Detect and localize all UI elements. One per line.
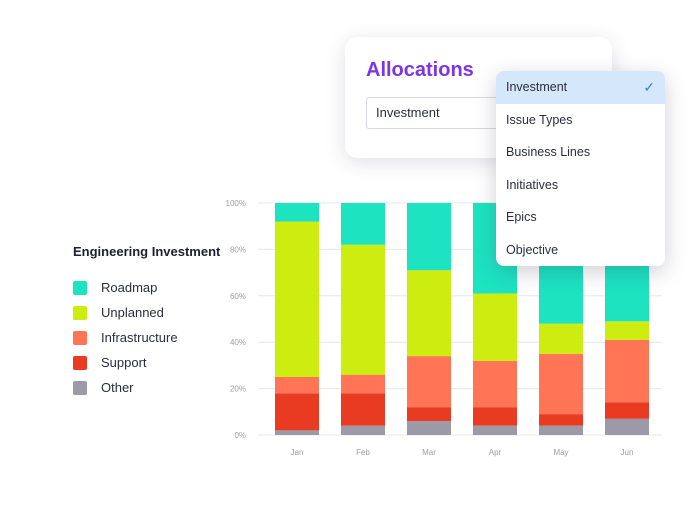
bar-segment-unplanned-jan — [275, 221, 319, 377]
dropdown-option-label: Objective — [506, 242, 559, 257]
bar-segment-support-jun — [605, 402, 649, 419]
allocation-dropdown-menu: Investment ✓ Issue Types Business Lines Init… — [496, 71, 665, 266]
bar-segment-infrastructure-jan — [275, 377, 319, 394]
x-tick-label: May — [553, 448, 568, 457]
bar-segment-unplanned-apr — [473, 293, 517, 361]
bar-segment-infrastructure-mar — [407, 356, 451, 408]
legend-swatch — [73, 355, 87, 370]
dropdown-option-label: Investment — [506, 80, 568, 94]
dropdown-option-initiatives[interactable]: Initiatives — [496, 169, 665, 202]
checkmark-icon: ✓ — [643, 79, 655, 95]
bar-segment-support-apr — [473, 407, 517, 426]
legend-swatch — [73, 380, 87, 395]
bar-segment-support-jan — [275, 393, 319, 431]
y-tick-label: 0% — [234, 431, 246, 440]
dropdown-option-label: Initiatives — [506, 177, 559, 192]
bar-segment-infrastructure-may — [539, 353, 583, 415]
y-tick-label: 60% — [230, 292, 246, 301]
bar-segment-unplanned-may — [539, 323, 583, 354]
x-tick-label: Jun — [621, 448, 634, 457]
bar-segment-other-apr — [473, 425, 517, 435]
bar-segment-other-feb — [341, 425, 385, 435]
dropdown-option-investment[interactable]: Investment ✓ — [496, 71, 665, 104]
legend-label: Roadmap — [101, 280, 158, 295]
legend-label: Unplanned — [101, 305, 164, 320]
y-tick-label: 100% — [226, 199, 246, 208]
bar-segment-roadmap-jan — [275, 203, 319, 222]
legend-swatch — [73, 280, 87, 295]
legend-swatch — [73, 305, 87, 320]
card-title: Allocations — [366, 59, 474, 81]
bar-segment-roadmap-feb — [341, 203, 385, 245]
bar-segment-unplanned-mar — [407, 270, 451, 357]
dropdown-option-label: Business Lines — [506, 145, 591, 159]
bar-segment-support-feb — [341, 393, 385, 426]
bar-segment-unplanned-feb — [341, 244, 385, 375]
dropdown-option-label: Epics — [506, 210, 537, 224]
legend-item-unplanned: Unplanned — [73, 300, 220, 325]
legend-title: Engineering Investment — [73, 244, 221, 259]
bar-segment-support-may — [539, 414, 583, 426]
chart-legend: Engineering Investment Roadmap Unplanned I… — [73, 244, 220, 400]
legend-item-infrastructure: Infrastructure — [73, 325, 220, 350]
legend-swatch — [73, 330, 87, 345]
dropdown-option-objective[interactable]: Objective — [496, 234, 665, 267]
bar-segment-other-jun — [605, 418, 649, 435]
bar-segment-unplanned-jun — [605, 321, 649, 340]
y-tick-label: 80% — [230, 245, 246, 254]
x-tick-label: Mar — [422, 448, 436, 457]
x-tick-label: Feb — [356, 448, 370, 457]
dropdown-option-business-lines[interactable]: Business Lines — [496, 136, 665, 169]
legend-item-roadmap: Roadmap — [73, 275, 220, 300]
bar-segment-infrastructure-apr — [473, 360, 517, 408]
y-tick-label: 20% — [230, 385, 246, 394]
x-tick-label: Jan — [291, 448, 304, 457]
bar-segment-support-mar — [407, 407, 451, 422]
dropdown-option-epics[interactable]: Epics — [496, 201, 665, 234]
legend-label: Other — [101, 380, 134, 395]
dropdown-option-label: Issue Types — [506, 112, 573, 127]
legend-item-other: Other — [73, 375, 220, 400]
dropdown-option-issue-types[interactable]: Issue Types — [496, 104, 665, 137]
y-tick-label: 40% — [230, 338, 246, 347]
bar-segment-other-may — [539, 425, 583, 435]
bar-segment-roadmap-mar — [407, 203, 451, 271]
legend-item-support: Support — [73, 350, 220, 375]
bar-segment-infrastructure-feb — [341, 374, 385, 394]
x-tick-label: Apr — [489, 448, 502, 457]
legend-label: Infrastructure — [101, 330, 178, 345]
legend-label: Support — [101, 355, 147, 370]
bar-segment-other-jan — [275, 430, 319, 435]
bar-segment-other-mar — [407, 421, 451, 435]
bar-segment-infrastructure-jun — [605, 339, 649, 403]
